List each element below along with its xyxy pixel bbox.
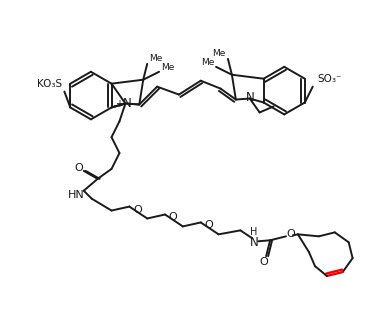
Text: HN: HN: [68, 190, 84, 200]
Text: O: O: [133, 204, 142, 215]
Text: +: +: [115, 100, 124, 109]
Text: SO₃⁻: SO₃⁻: [318, 74, 342, 84]
Text: KO₃S: KO₃S: [37, 79, 63, 89]
Text: O: O: [287, 229, 295, 239]
Text: O: O: [204, 220, 213, 230]
Text: Me: Me: [213, 49, 226, 58]
Text: O: O: [74, 163, 83, 173]
Text: O: O: [169, 212, 178, 222]
Text: Me: Me: [161, 63, 174, 72]
Text: O: O: [260, 257, 269, 267]
Text: Me: Me: [149, 54, 163, 63]
Text: N: N: [123, 97, 132, 110]
Text: N: N: [246, 91, 255, 104]
Text: N: N: [250, 236, 258, 249]
Text: Me: Me: [201, 58, 214, 67]
Text: H: H: [249, 227, 257, 237]
